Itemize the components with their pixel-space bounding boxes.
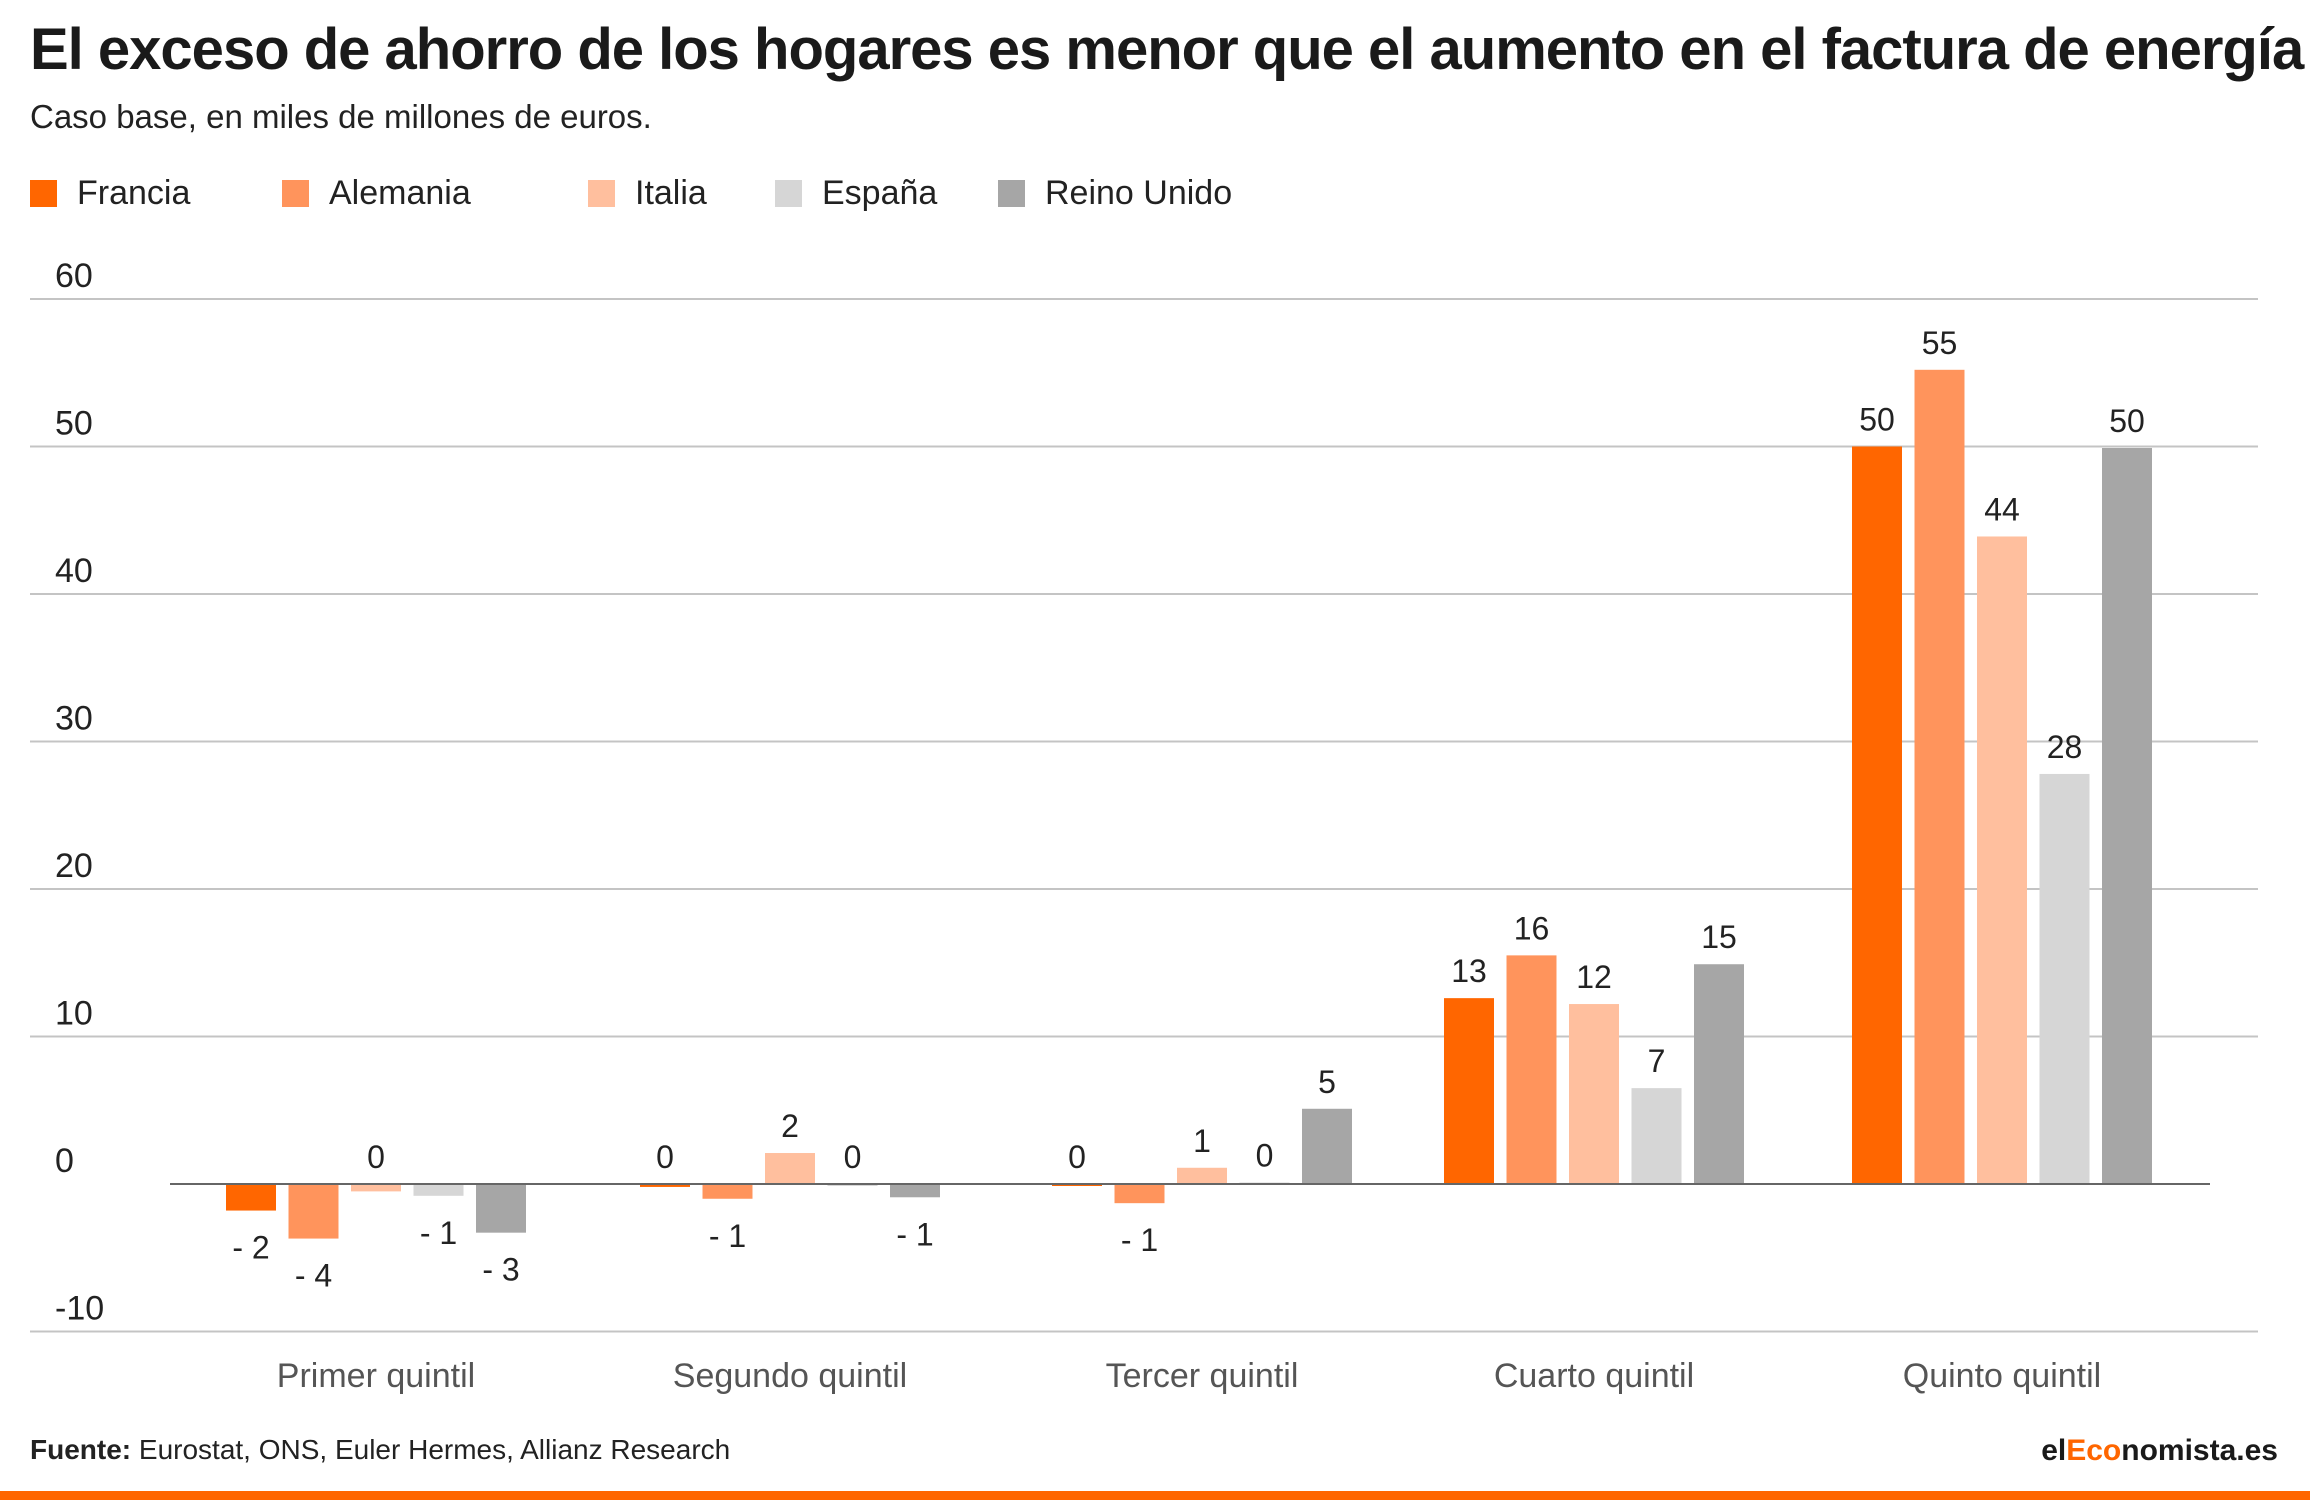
data-label: - 2 xyxy=(232,1230,269,1266)
bar-alemania-1 xyxy=(288,1184,339,1239)
brand-suffix: nomista.es xyxy=(2121,1434,2278,1467)
brand-logo[interactable]: elEconomista.es xyxy=(2041,1434,2278,1468)
brand-accent: Eco xyxy=(2066,1434,2122,1467)
y-tick-label: 0 xyxy=(55,1142,74,1180)
data-label: - 4 xyxy=(295,1258,332,1294)
category-label: Primer quintil xyxy=(277,1357,475,1395)
bar-españa-1 xyxy=(413,1184,464,1196)
data-label: 1 xyxy=(1193,1123,1211,1159)
legend-label: España xyxy=(822,173,938,212)
bar-reino-unido-3 xyxy=(1302,1108,1352,1184)
legend-swatch xyxy=(282,179,309,207)
y-tick-label: 60 xyxy=(55,257,93,295)
data-label: 44 xyxy=(1984,491,2020,527)
bar-españa-4 xyxy=(1631,1088,1682,1184)
data-label: 12 xyxy=(1576,959,1612,995)
brand-prefix: el xyxy=(2041,1434,2067,1467)
bar-reino-unido-5 xyxy=(2102,447,2152,1185)
bar-alemania-5 xyxy=(1914,369,1965,1184)
y-tick-label: 20 xyxy=(55,847,93,885)
data-label: 2 xyxy=(781,1108,799,1144)
bar-alemania-4 xyxy=(1506,955,1557,1184)
chart-subtitle: Caso base, en miles de millones de euros… xyxy=(30,98,652,135)
bar-reino-unido-2 xyxy=(890,1184,940,1198)
data-label: 16 xyxy=(1514,910,1550,946)
bottom-accent-bar xyxy=(0,1491,2310,1500)
legend-item-reino-unido: Reino Unido xyxy=(998,170,1232,216)
legend-swatch xyxy=(998,179,1025,207)
y-tick-label: 10 xyxy=(55,995,93,1033)
y-tick-label: -10 xyxy=(55,1290,104,1328)
legend-swatch xyxy=(30,179,57,207)
legend-label: Francia xyxy=(77,173,191,212)
legend-item-españa: España xyxy=(775,170,937,216)
bar-italia-4 xyxy=(1569,1004,1619,1184)
legend-label: Italia xyxy=(635,173,707,212)
bar-italia-3 xyxy=(1177,1167,1227,1184)
legend: Francia Alemania Italia España Reino Unido xyxy=(30,170,1430,216)
legend-swatch xyxy=(588,179,615,207)
legend-item-francia: Francia xyxy=(30,170,190,216)
data-label: 50 xyxy=(2109,403,2145,439)
source-text: Eurostat, ONS, Euler Hermes, Allianz Res… xyxy=(131,1434,731,1465)
source-label: Fuente: xyxy=(30,1434,132,1465)
bar-reino-unido-4 xyxy=(1694,964,1744,1184)
data-label: 5 xyxy=(1318,1064,1336,1100)
source-note: Fuente: Eurostat, ONS, Euler Hermes, All… xyxy=(30,1434,730,1466)
bar-reino-unido-1 xyxy=(476,1184,526,1233)
data-label: 7 xyxy=(1648,1043,1666,1079)
y-tick-label: 50 xyxy=(55,405,93,443)
data-label: - 1 xyxy=(709,1218,746,1254)
data-label: 0 xyxy=(1068,1139,1086,1175)
data-label: 28 xyxy=(2047,729,2083,765)
data-label: 13 xyxy=(1451,953,1487,989)
bar-italia-2 xyxy=(765,1153,815,1184)
data-label: - 3 xyxy=(482,1252,519,1288)
legend-label: Reino Unido xyxy=(1045,173,1233,212)
data-label: - 1 xyxy=(1121,1222,1158,1258)
data-label: 0 xyxy=(1256,1138,1274,1174)
category-label: Tercer quintil xyxy=(1106,1357,1299,1395)
data-label: 55 xyxy=(1922,325,1958,361)
data-label: 0 xyxy=(367,1139,385,1175)
data-label: - 1 xyxy=(420,1215,457,1251)
data-label: 50 xyxy=(1859,402,1895,438)
data-label: 15 xyxy=(1701,919,1737,955)
bar-alemania-3 xyxy=(1114,1184,1165,1204)
legend-item-italia: Italia xyxy=(588,170,707,216)
y-tick-label: 40 xyxy=(55,552,93,590)
bar-francia-2 xyxy=(640,1184,690,1187)
chart-title: El exceso de ahorro de los hogares es me… xyxy=(30,17,2304,82)
bar-españa-5 xyxy=(2039,773,2090,1184)
category-label: Quinto quintil xyxy=(1903,1357,2101,1395)
category-label: Cuarto quintil xyxy=(1494,1357,1694,1395)
bar-francia-1 xyxy=(226,1184,276,1211)
data-label: - 1 xyxy=(896,1216,933,1252)
legend-item-alemania: Alemania xyxy=(282,170,471,216)
data-label: 0 xyxy=(844,1139,862,1175)
bar-italia-5 xyxy=(1977,536,2027,1184)
bar-alemania-2 xyxy=(702,1184,753,1199)
bar-italia-1 xyxy=(351,1184,401,1192)
legend-swatch xyxy=(775,179,802,207)
category-label: Segundo quintil xyxy=(673,1357,907,1395)
legend-label: Alemania xyxy=(329,173,471,212)
bar-francia-5 xyxy=(1852,446,1902,1184)
y-tick-label: 30 xyxy=(55,700,93,738)
data-label: 0 xyxy=(656,1139,674,1175)
bar-francia-4 xyxy=(1444,998,1494,1184)
